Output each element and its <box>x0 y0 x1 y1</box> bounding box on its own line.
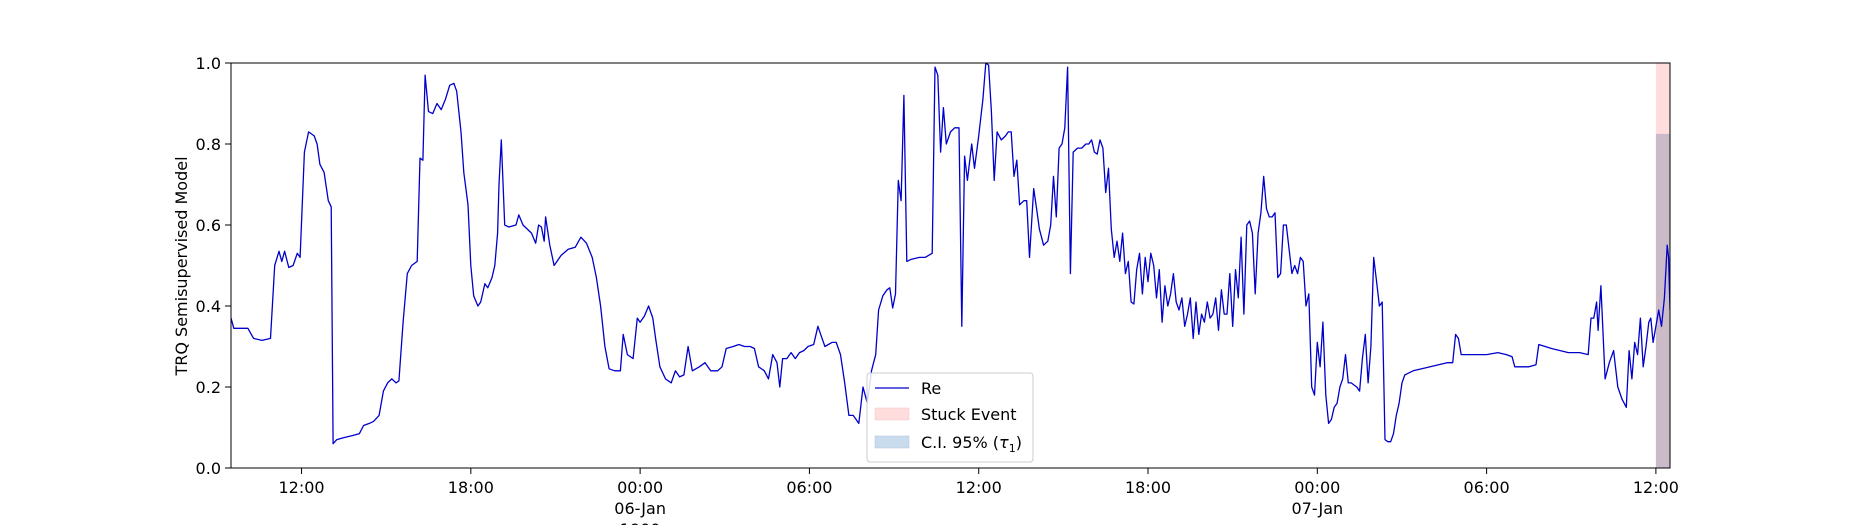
series-line-re <box>231 63 1670 445</box>
legend-label-re: Re <box>921 379 941 398</box>
legend-swatch-stuck-event <box>874 407 910 421</box>
legend-label-stuck-event: Stuck Event <box>921 405 1017 424</box>
legend-label-ci: C.I. 95% (τ1) <box>921 433 1022 455</box>
x-axis-ticks: 12:00 18:00 00:00 06-Jan 1900 06:00 12:00 18:00… <box>278 468 1679 525</box>
y-tick-label: 0.0 <box>196 459 221 478</box>
x-tick-label: 12:00 <box>278 478 324 497</box>
shaded-regions <box>1655 63 1670 468</box>
y-tick-label: 1.0 <box>196 54 221 73</box>
legend-ci-text: C.I. 95% ( <box>921 433 999 452</box>
x-tick-sublabel: 1900 <box>620 520 661 525</box>
x-tick-label: 18:00 <box>1125 478 1171 497</box>
plot-frame <box>230 62 1671 469</box>
x-tick-label: 00:00 <box>617 478 663 497</box>
legend-ci-close: ) <box>1016 433 1022 452</box>
y-tick-label: 0.8 <box>196 135 221 154</box>
y-tick-label: 0.4 <box>196 297 221 316</box>
x-tick-sublabel: 06-Jan <box>614 499 666 518</box>
x-tick-label: 12:00 <box>956 478 1002 497</box>
y-axis-label: TRQ Semisupervised Model <box>172 156 191 376</box>
y-tick-label: 0.6 <box>196 216 221 235</box>
legend-ci-subscript: 1 <box>1009 442 1016 455</box>
y-tick-label: 0.2 <box>196 378 221 397</box>
x-tick-sublabel: 07-Jan <box>1291 499 1343 518</box>
legend-swatch-ci <box>874 435 910 449</box>
x-tick-label: 06:00 <box>1464 478 1510 497</box>
y-axis-ticks: 0.0 0.2 0.4 0.6 0.8 1.0 <box>196 54 231 478</box>
x-tick-label: 12:00 <box>1633 478 1679 497</box>
x-tick-label: 06:00 <box>786 478 832 497</box>
line-series-group <box>231 63 1670 445</box>
legend-ci-tau: τ <box>999 433 1009 452</box>
x-tick-label: 18:00 <box>448 478 494 497</box>
x-tick-label: 00:00 <box>1294 478 1340 497</box>
legend: Re Stuck Event C.I. 95% (τ1) <box>866 372 1034 463</box>
confidence-interval-region <box>1655 133 1670 468</box>
